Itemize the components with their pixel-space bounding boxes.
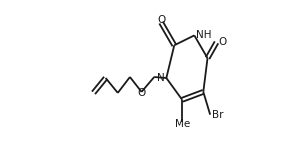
Text: O: O	[137, 88, 146, 98]
Text: Br: Br	[212, 110, 223, 120]
Text: O: O	[218, 37, 226, 47]
Text: NH: NH	[196, 30, 212, 40]
Text: Me: Me	[175, 119, 190, 129]
Text: O: O	[157, 16, 165, 25]
Text: N: N	[157, 73, 165, 83]
